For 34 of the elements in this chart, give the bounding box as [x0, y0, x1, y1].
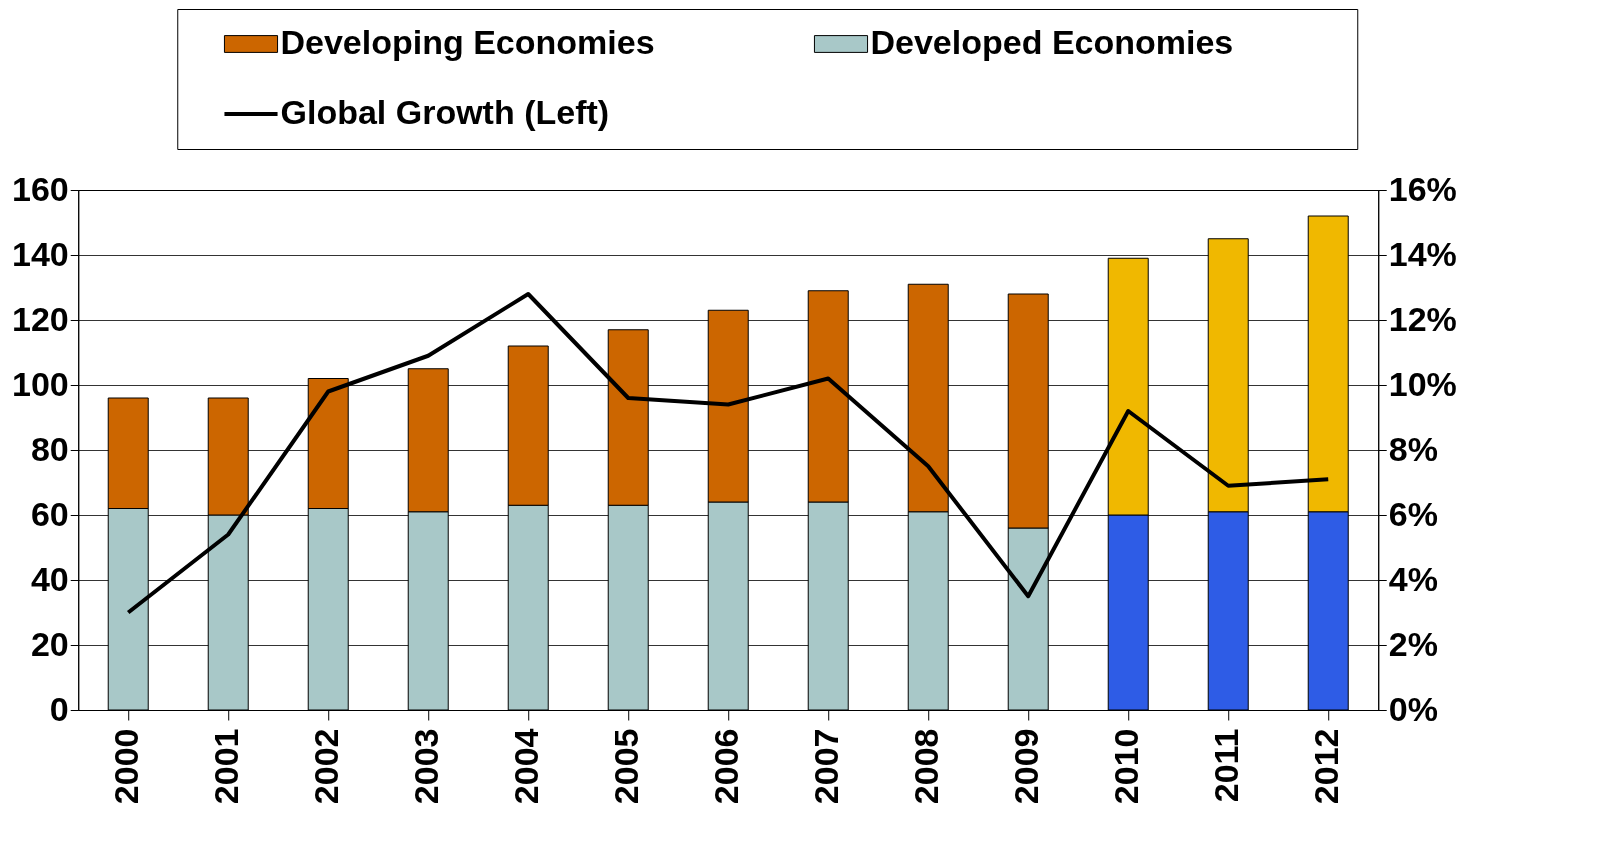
- x-tick-label: 2001: [207, 728, 246, 805]
- y2-tick-label: 10%: [1388, 364, 1457, 403]
- y-tick-label: 40: [30, 559, 69, 598]
- x-tick-label: 2004: [507, 728, 546, 805]
- y2-tick-label: 16%: [1388, 169, 1457, 208]
- x-tick-label: 2009: [1007, 728, 1046, 805]
- y-tick-label: 60: [30, 494, 69, 533]
- y-tick-label: 20: [30, 624, 69, 663]
- y2-tick-label: 14%: [1388, 234, 1457, 273]
- y2-tick-label: 12%: [1388, 299, 1457, 338]
- x-tick-label: 2012: [1307, 728, 1346, 805]
- y2-tick-label: 4%: [1388, 559, 1438, 598]
- y-tick-label: 160: [11, 169, 69, 208]
- y-tick-label: 100: [11, 364, 69, 403]
- x-tick-label: 2000: [107, 728, 146, 805]
- y-tick-label: 140: [11, 234, 69, 273]
- x-tick-label: 2005: [607, 728, 646, 805]
- legend-label: Developed Economies: [870, 23, 1234, 61]
- x-tick-label: 2002: [307, 728, 346, 805]
- x-tick-label: 2011: [1207, 728, 1246, 803]
- y2-tick-label: 0%: [1388, 689, 1438, 728]
- x-tick-label: 2007: [807, 728, 846, 805]
- y2-tick-label: 8%: [1388, 429, 1438, 468]
- x-tick-label: 2003: [407, 728, 446, 805]
- y-tick-label: 120: [11, 299, 69, 338]
- legend-label: Developing Economies: [280, 23, 655, 61]
- x-tick-label: 2008: [907, 728, 946, 805]
- legend-label: Global Growth (Left): [280, 93, 610, 131]
- y2-tick-label: 6%: [1388, 494, 1438, 533]
- x-tick-label: 2010: [1107, 728, 1146, 805]
- y-tick-label: 80: [30, 429, 69, 468]
- y2-tick-label: 2%: [1388, 624, 1438, 663]
- y-tick-label: 0: [49, 689, 69, 728]
- x-tick-label: 2006: [707, 728, 746, 805]
